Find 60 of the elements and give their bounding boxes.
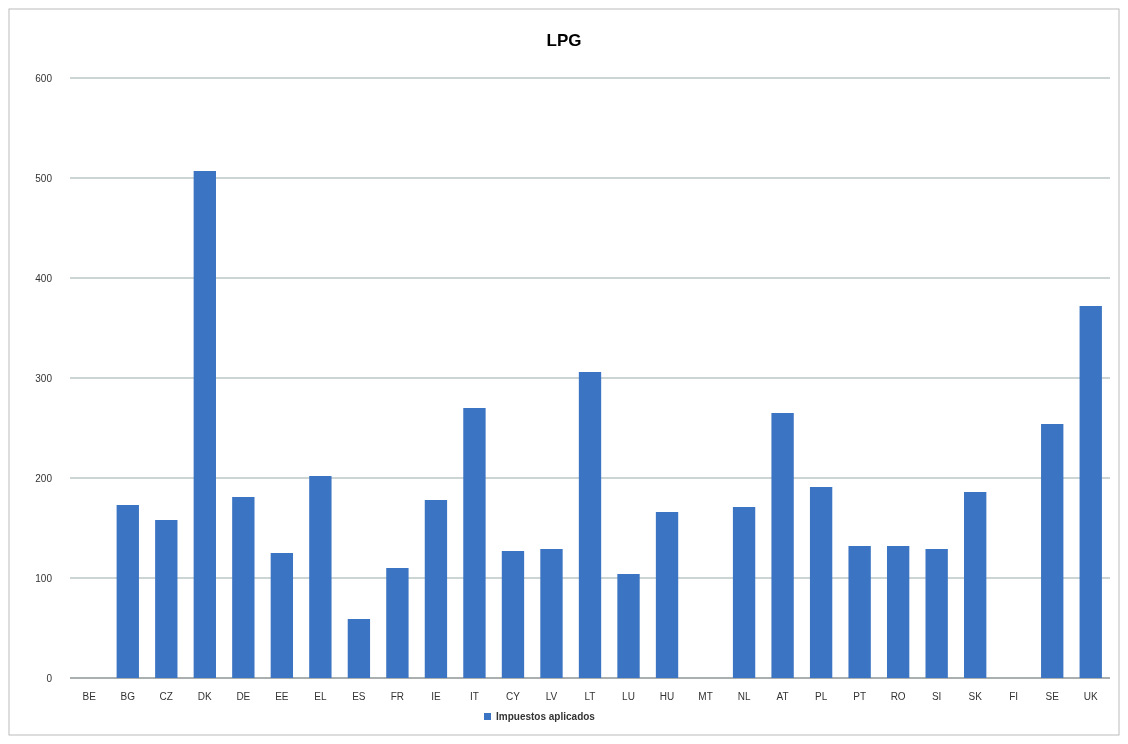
x-tick-label: FI [1009, 691, 1019, 702]
x-tick-label: EL [314, 691, 327, 702]
x-tick-label: ES [352, 691, 366, 702]
x-tick-label: RO [890, 691, 906, 702]
bar [1041, 424, 1064, 678]
bar [732, 507, 756, 678]
x-tick-label: IE [431, 691, 441, 702]
x-tick-label: PT [853, 691, 867, 702]
x-tick-label: CY [506, 691, 521, 702]
y-tick-label: 500 [35, 173, 53, 184]
bar [386, 568, 409, 678]
x-tick-label: FR [390, 691, 405, 702]
x-tick-label: UK [1083, 691, 1099, 702]
x-tick-label: LV [545, 691, 558, 702]
y-tick-label: 300 [35, 373, 53, 384]
x-tick-label: CZ [159, 691, 173, 702]
x-tick-label: EE [275, 691, 289, 702]
bar [771, 413, 794, 678]
x-tick-label: HU [659, 691, 675, 702]
bar [809, 487, 833, 678]
x-tick-label: DE [236, 691, 251, 702]
y-tick-label: 400 [35, 273, 53, 284]
bar [424, 500, 448, 678]
bar [347, 619, 371, 678]
x-tick-label: BG [120, 691, 136, 702]
bar [232, 497, 255, 678]
chart-title: LPG [546, 31, 582, 50]
bar [655, 512, 679, 678]
bar [501, 551, 525, 678]
y-tick-label: 600 [35, 73, 53, 84]
bar [155, 520, 178, 678]
x-tick-label: PL [814, 691, 828, 702]
x-tick-label: MT [698, 691, 713, 702]
x-tick-label: SK [968, 691, 983, 702]
bar [1079, 306, 1102, 678]
legend-label: Impuestos aplicados [496, 711, 596, 722]
y-tick-label: 0 [46, 673, 53, 684]
y-tick-label: 100 [35, 573, 53, 584]
bar [193, 171, 216, 678]
bar [578, 372, 602, 678]
bar [886, 546, 910, 678]
bar [925, 549, 948, 678]
y-tick-label: 200 [35, 473, 53, 484]
x-tick-label: SI [931, 691, 942, 702]
bar [309, 476, 332, 678]
x-tick-label: DK [197, 691, 213, 702]
bar [270, 553, 294, 678]
x-tick-label: NL [737, 691, 751, 702]
bar [848, 546, 871, 678]
bar [540, 549, 563, 678]
bar [116, 505, 139, 678]
bar [463, 408, 486, 678]
x-tick-label: SE [1045, 691, 1060, 702]
x-tick-label: IT [470, 691, 479, 702]
bar [617, 574, 640, 678]
x-tick-label: LT [584, 691, 596, 702]
x-tick-label: BE [82, 691, 97, 702]
x-tick-label: AT [776, 691, 789, 702]
bar [964, 492, 987, 678]
x-tick-label: LU [622, 691, 635, 702]
